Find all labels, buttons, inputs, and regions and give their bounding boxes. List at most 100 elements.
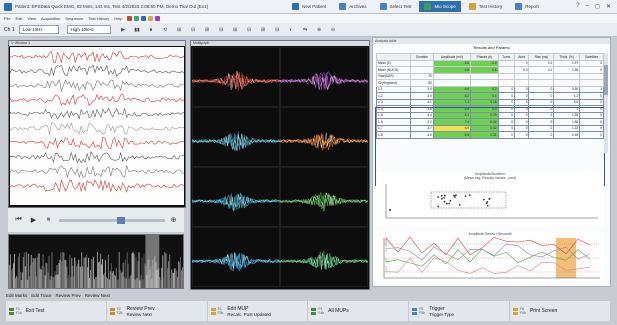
- toolbar-button-icon[interactable]: ⊟: [190, 26, 196, 33]
- action-label-edit-trace[interactable]: Edit Trace: [31, 293, 52, 298]
- menu-item-edit[interactable]: Edit: [15, 16, 23, 21]
- toolbar-button-icon[interactable]: ▶: [121, 26, 125, 33]
- rewind-button[interactable]: ⏮: [15, 216, 22, 223]
- graph-cell[interactable]: [280, 167, 368, 227]
- raw-trace-graph[interactable]: [10, 47, 184, 206]
- menu-shortcut-icon[interactable]: [155, 16, 161, 21]
- spectro-bar: [10, 269, 12, 288]
- scatter-plot[interactable]: [376, 180, 604, 222]
- table-cell: 0.18: [553, 131, 581, 139]
- spectro-bar: [23, 252, 25, 288]
- selection-band[interactable]: [145, 235, 160, 288]
- function-key-trigger[interactable]: F5 F5b Trigger Trigger Type: [409, 301, 511, 321]
- menu-item-file[interactable]: File: [4, 16, 11, 21]
- multigraph-grid[interactable]: [192, 47, 368, 288]
- table-row[interactable]: 1-5 4.4 6.1 0.25 0 0 0 1.35 0: [375, 111, 604, 119]
- function-key-exit-test[interactable]: F1 F1b Exit Test: [6, 301, 107, 321]
- scroll-thumb[interactable]: [117, 216, 126, 224]
- menu-shortcut-icon[interactable]: [134, 16, 140, 21]
- spectro-bar: [40, 269, 42, 288]
- playback-scrollbar[interactable]: [59, 216, 165, 224]
- graph-cell[interactable]: [280, 107, 368, 167]
- low-filter-select[interactable]: Low 10Hz: [18, 25, 59, 34]
- table-row[interactable]: Mean (NUCS) 6.8 0.8 0.3 0.1 1.55 0: [375, 66, 604, 74]
- spectro-bar: [24, 266, 26, 288]
- toolbar-button-icon[interactable]: ⟲: [162, 26, 168, 33]
- menu-shortcut-icon[interactable]: [148, 16, 154, 21]
- menu-item-acquisition[interactable]: Acquisition: [40, 16, 61, 21]
- menu-item-test-history[interactable]: Test History: [88, 16, 110, 21]
- menu-shortcut-icon[interactable]: [127, 16, 133, 21]
- table-cell: [553, 72, 581, 80]
- toolbar-button-icon[interactable]: ⊟: [218, 26, 224, 33]
- toolbar-button-icon[interactable]: ⇆: [302, 26, 308, 33]
- panel-header: Multigraph: [191, 41, 369, 46]
- spectro-bar: [13, 254, 15, 288]
- function-key-review-prev-[interactable]: F2 F2b Review Prev. Review Next: [107, 301, 208, 321]
- spectro-bar: [29, 265, 31, 288]
- action-label-edit-marks[interactable]: Edit Marks: [6, 293, 28, 298]
- toolbar-button-icon[interactable]: ⊕: [316, 26, 322, 33]
- table-row[interactable]: Ch(Segment) 60: [375, 79, 604, 87]
- high-filter-select[interactable]: High 10kHz: [66, 25, 111, 34]
- toolbar-button-icon[interactable]: ⊞: [260, 26, 266, 33]
- app-tab-0[interactable]: New Patient: [287, 1, 331, 12]
- table-row[interactable]: Mean (0) 6.8 0.3 0 0.2 1.97 0: [375, 59, 604, 67]
- function-labels: Review Prev. Review Next: [127, 306, 156, 317]
- toolbar-button-icon[interactable]: ⊞: [232, 26, 238, 33]
- toolbar-button-icon[interactable]: ⊞: [176, 26, 182, 33]
- action-label-review-next[interactable]: Review Next: [84, 293, 111, 298]
- maximize-icon[interactable]: ◻: [594, 4, 600, 10]
- scroll-thumb[interactable]: [604, 65, 608, 95]
- table-cell: 0: [497, 111, 515, 119]
- menu-shortcut-icon[interactable]: [141, 16, 147, 21]
- toolbar-button-icon[interactable]: ◐: [289, 26, 293, 33]
- function-label: Trigger: [429, 305, 445, 312]
- toolbar-button-icon[interactable]: ⊞: [204, 26, 210, 33]
- spectro-bar: [118, 251, 120, 288]
- toolbar-button-icon[interactable]: ⊟: [274, 26, 280, 33]
- toolbar-button-icon[interactable]: ⏹: [149, 26, 153, 33]
- table-row[interactable]: 1-1 3.5 6.6 0.2 0 0 0 0.30 1: [375, 85, 604, 93]
- line-plot[interactable]: [376, 236, 604, 284]
- app-tab-5[interactable]: Report: [510, 1, 544, 12]
- results-table: Duration Amplitude (mV) Phases (#) Turns Are…: [375, 53, 604, 139]
- table-scrollbar[interactable]: [604, 53, 608, 153]
- menu-item-help[interactable]: Help: [114, 16, 123, 21]
- toolbar-button-icon[interactable]: ⊖: [330, 26, 336, 33]
- waveform-line: [192, 252, 280, 269]
- pause-icon[interactable]: ⏸: [46, 216, 51, 223]
- spectro-bar: [56, 265, 58, 288]
- close-icon[interactable]: ✕: [605, 4, 611, 10]
- toolbar-button-icon[interactable]: ⊟: [246, 26, 252, 33]
- play-icon[interactable]: ▶: [30, 217, 37, 224]
- app-tab-4[interactable]: Test History: [464, 1, 508, 12]
- spectrogram-view[interactable]: [8, 234, 184, 289]
- function-key-all-mups[interactable]: F4 F4b All MUPs: [308, 301, 410, 321]
- minimize-icon[interactable]: –: [585, 3, 589, 9]
- help-icon[interactable]: ?: [576, 3, 580, 9]
- action-label-review-prev[interactable]: Review Prev: [55, 293, 81, 298]
- trace-line: [10, 150, 184, 164]
- table-cell: 1.97: [553, 59, 581, 67]
- app-tab-1[interactable]: Archives: [334, 1, 371, 12]
- table-cell: 1.55: [553, 66, 581, 74]
- table-row[interactable]: 1-2 3.9 8.2 0.4 0 0 0 1.2 0: [375, 92, 604, 100]
- table-row[interactable]: 1-4 3.8 6.8 0.3 0 0 0 1 0: [375, 105, 604, 113]
- table-row[interactable]: 1-6 3.2 7.4 0.44 0 0 0 1.56 0: [375, 118, 604, 126]
- app-tab-3[interactable]: Mio Scope: [419, 1, 461, 12]
- table-row[interactable]: 1-8 4.0 6.5 0.31 0 0 0 0.18 0: [375, 131, 604, 139]
- function-key-print-screen[interactable]: F6 F6b Print Screen: [510, 301, 611, 321]
- table-row[interactable]: Total(SUR) 20: [375, 72, 604, 80]
- app-tab-2[interactable]: Select Test: [375, 1, 417, 12]
- menu-item-view[interactable]: View: [27, 16, 36, 21]
- table-row[interactable]: 1-3 4.1 7.1 0.18 0 0 0 0.9 0: [375, 98, 604, 106]
- zoom-icon[interactable]: ⊕: [170, 217, 177, 224]
- spectro-bar: [100, 264, 102, 288]
- spectro-bar: [181, 270, 183, 288]
- toolbar-button-icon[interactable]: ▮▮: [134, 26, 140, 33]
- graph-cell[interactable]: [280, 47, 368, 107]
- function-key-edit-mup[interactable]: F3 F3b Edit MUP Recalc. Post Updated: [208, 301, 309, 321]
- menu-item-sequence[interactable]: Sequence: [65, 16, 84, 21]
- table-cell: [497, 72, 515, 80]
